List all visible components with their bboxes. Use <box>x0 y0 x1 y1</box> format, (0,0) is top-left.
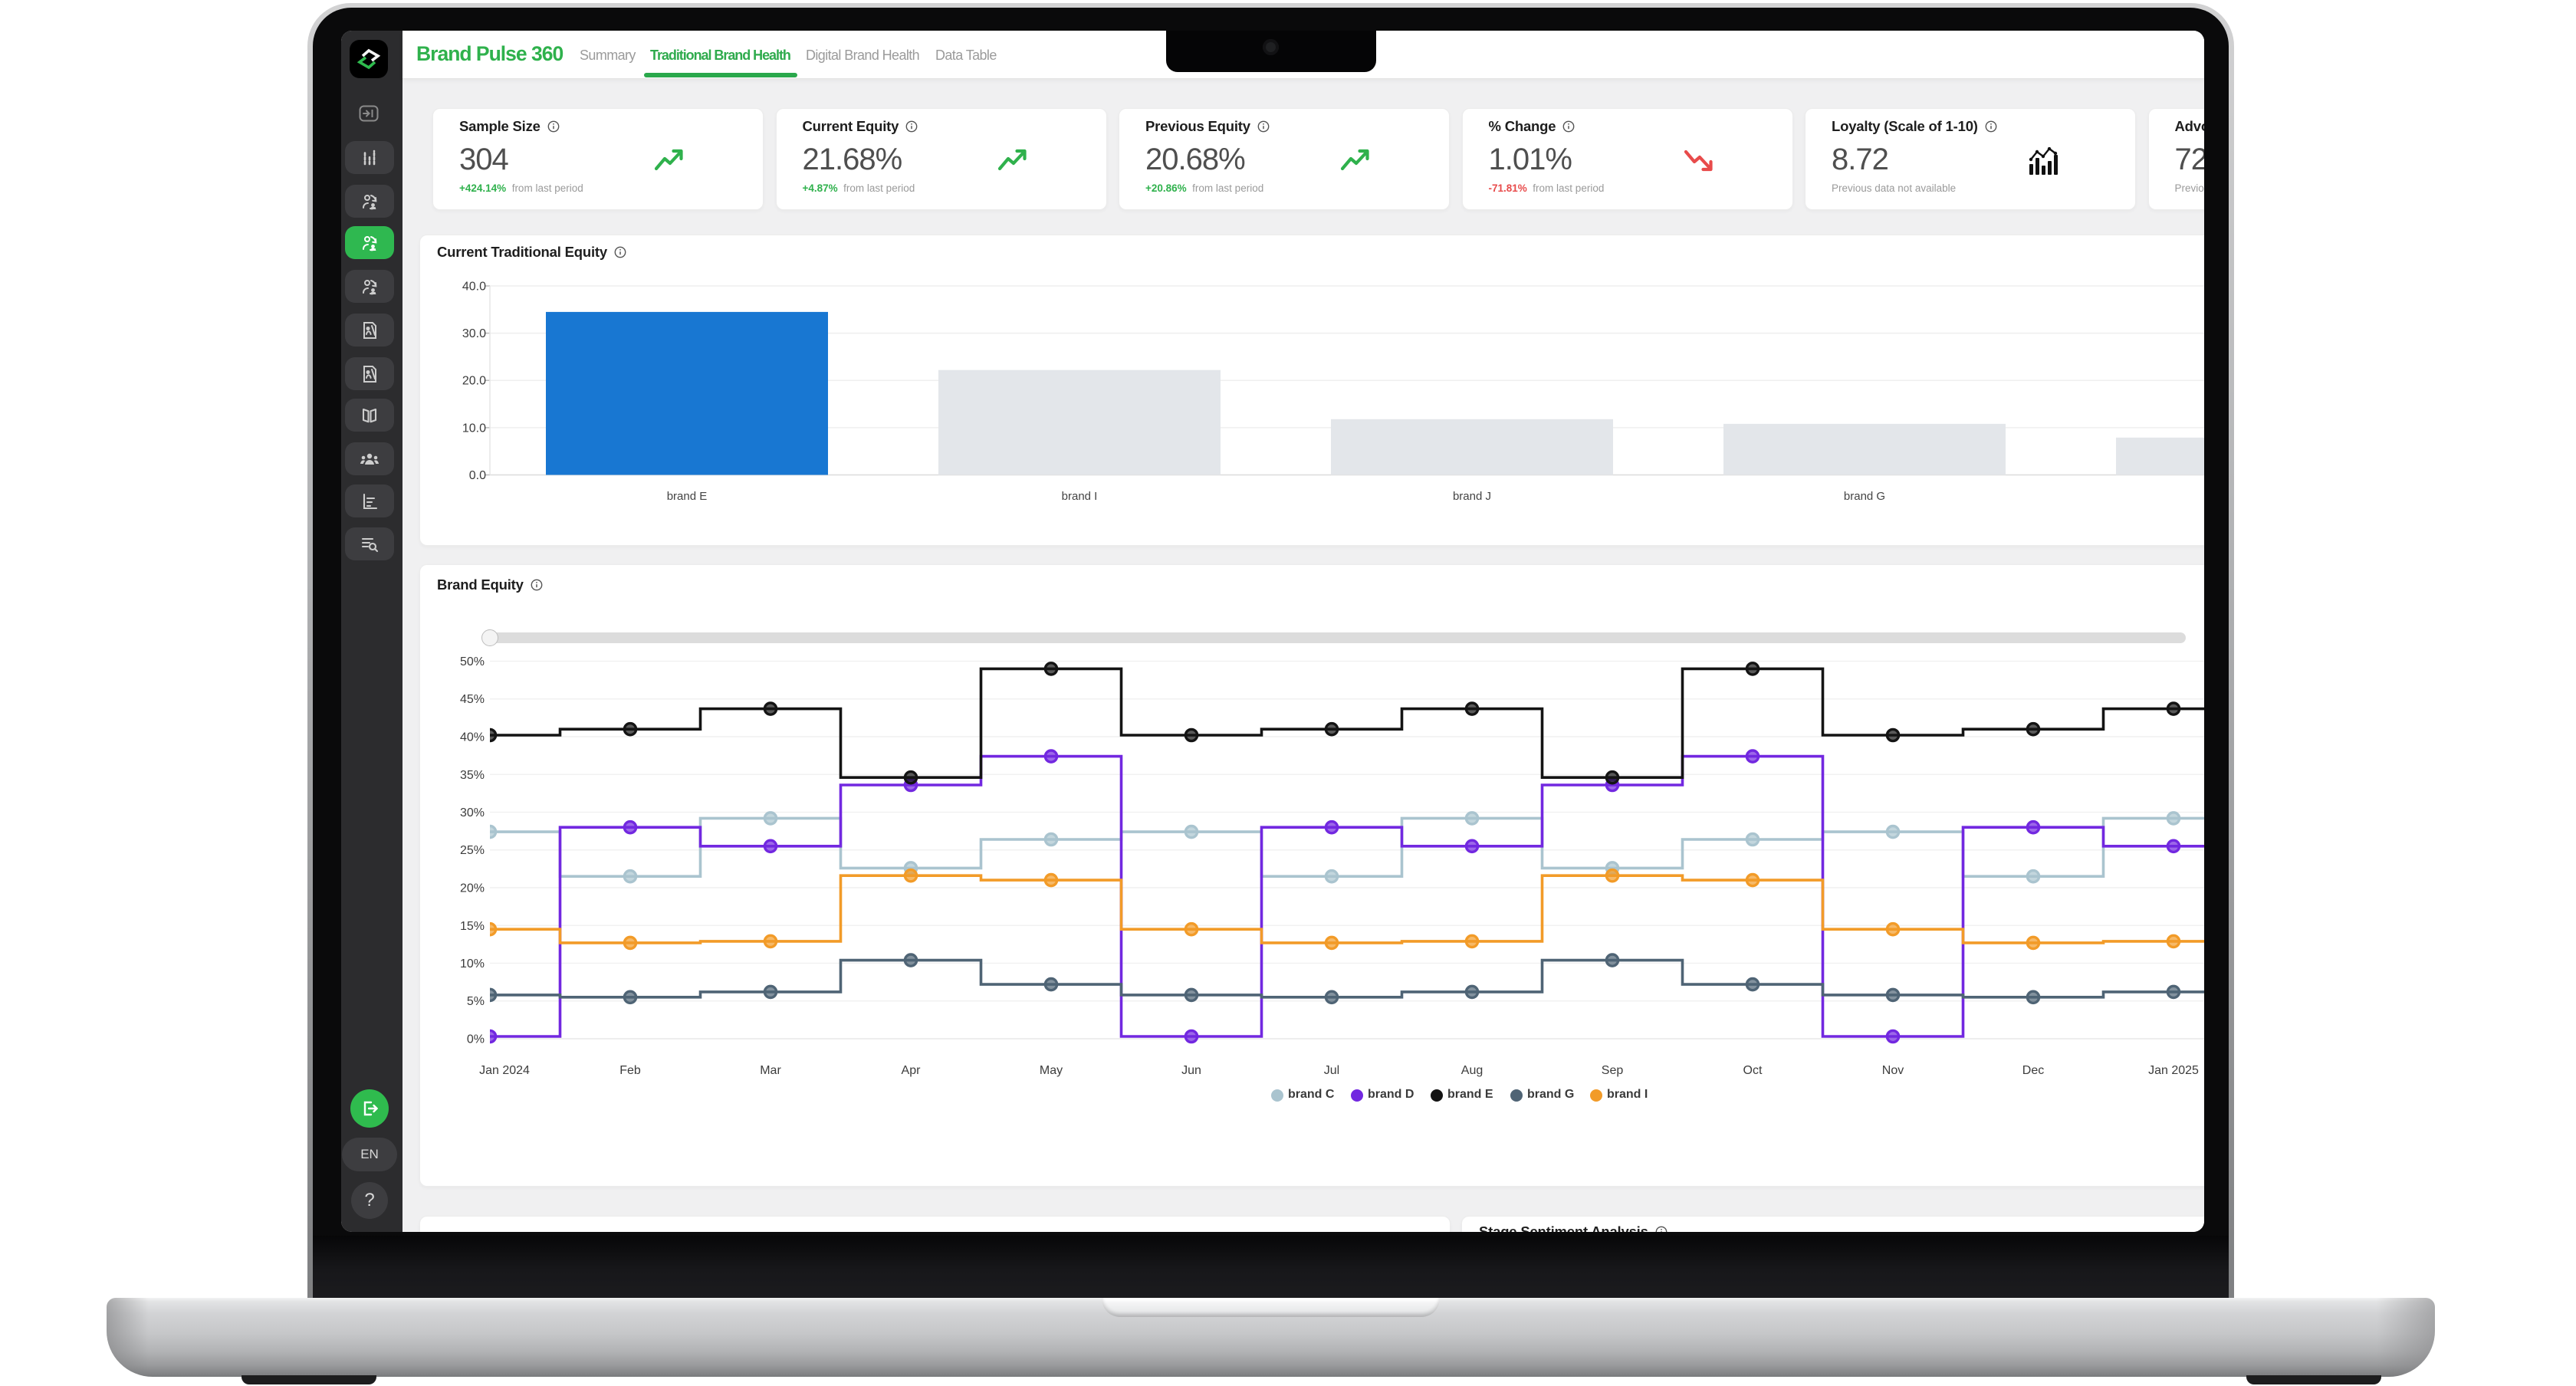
svg-text:Sep: Sep <box>1602 1064 1624 1077</box>
svg-text:May: May <box>1040 1064 1063 1077</box>
svg-text:Jan 2024: Jan 2024 <box>479 1064 530 1077</box>
svg-text:25%: 25% <box>460 844 485 857</box>
svg-text:Dec: Dec <box>2022 1064 2044 1077</box>
svg-text:brand J: brand J <box>1453 490 1491 503</box>
svg-text:brand I: brand I <box>1062 490 1098 503</box>
svg-text:50%: 50% <box>460 655 485 668</box>
svg-text:30.0: 30.0 <box>462 327 486 340</box>
svg-text:Aug: Aug <box>1461 1064 1483 1077</box>
svg-text:20.0: 20.0 <box>462 375 486 388</box>
svg-text:40%: 40% <box>460 731 485 744</box>
svg-text:10%: 10% <box>460 957 485 971</box>
svg-text:Jul: Jul <box>1324 1064 1339 1077</box>
svg-text:Jan 2025: Jan 2025 <box>2148 1064 2199 1077</box>
svg-text:Feb: Feb <box>619 1064 641 1077</box>
svg-text:Apr: Apr <box>902 1064 922 1077</box>
svg-text:0.0: 0.0 <box>469 469 486 482</box>
svg-text:Jun: Jun <box>1181 1064 1201 1077</box>
svg-text:45%: 45% <box>460 693 485 706</box>
svg-text:15%: 15% <box>460 920 485 933</box>
svg-text:brand G: brand G <box>1844 490 1885 503</box>
svg-text:30%: 30% <box>460 806 485 819</box>
svg-text:20%: 20% <box>460 882 485 895</box>
svg-text:0%: 0% <box>467 1033 485 1046</box>
svg-text:Mar: Mar <box>760 1064 781 1077</box>
svg-text:Nov: Nov <box>1882 1064 1904 1077</box>
svg-text:brand E: brand E <box>667 490 708 503</box>
svg-text:5%: 5% <box>467 995 485 1008</box>
svg-text:40.0: 40.0 <box>462 281 486 294</box>
svg-text:10.0: 10.0 <box>462 422 486 435</box>
svg-text:35%: 35% <box>460 769 485 782</box>
svg-text:Oct: Oct <box>1743 1064 1763 1077</box>
